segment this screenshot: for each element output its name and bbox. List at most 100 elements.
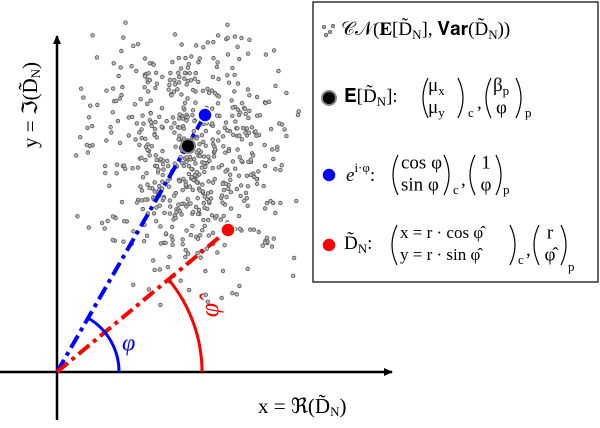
sample-dot [154,163,160,169]
sample-dot [175,87,180,92]
sample-dot [167,77,173,83]
sample-cart-tag: c [518,252,524,267]
sample-dot [169,234,174,239]
sample-dot [143,144,149,149]
sample-dot [137,130,142,135]
sample-dot [191,156,197,162]
sample-dot [130,282,136,287]
sample-dot [221,187,227,193]
sample-dot [181,163,187,169]
sample-dot [126,115,131,120]
sample-dot [197,153,203,159]
sample-dot [183,55,188,61]
phase-cart-tag: c [453,182,459,197]
sample-dot [148,98,153,103]
sample-dot [173,215,178,221]
sample-dot [279,162,284,168]
legend-sample-dot [321,237,337,253]
sample-dot [193,161,198,166]
sample-dot [194,169,200,175]
sample-dot [195,211,201,217]
sample-dot [182,76,187,81]
sample-dot [181,126,187,131]
sample-dot [234,292,239,297]
sample-dot [203,128,209,134]
sample-dot [172,77,177,83]
sample-dot [168,70,173,76]
phase-line [55,114,207,373]
text-part: i·φ [354,160,369,175]
sample-dot [183,182,188,187]
sample-dot [225,128,230,133]
sample-dot [214,64,220,70]
sample-dot [139,135,144,141]
sample-cart-2: y = r · sin φ̂ [400,245,483,264]
sample-dot [229,98,234,103]
sample-dot [163,231,169,236]
sample-dot [241,198,247,203]
sample-dot [149,143,154,149]
sample-dot [273,166,278,172]
sample-dot [157,114,162,119]
sample-dot [239,100,245,106]
sample-dot [226,186,231,191]
sample-dot [230,113,235,118]
sample-dot [73,153,79,158]
sample-dot [228,206,234,211]
sample-dot [219,162,225,168]
sample-dot [277,121,282,126]
sample-dot [201,139,206,145]
sample-dot [196,207,202,213]
sample-dot [180,242,185,247]
legend-mean-dot [321,90,337,106]
sample-dot [198,255,203,260]
sample-dot [221,213,226,219]
sample-dot [204,246,209,251]
sample-dot [154,135,159,140]
sample-dot [291,255,297,261]
phase-polar-tag: p [503,182,510,197]
sample-dot [192,118,197,124]
sample-dot [144,101,150,106]
sample-dot [179,212,184,217]
sample-dot [254,176,259,182]
sample-dot [202,169,207,175]
x-label-sub: N [330,404,340,419]
sample-dot [110,214,116,219]
sample-dot [261,183,266,189]
sample-dot [156,167,161,172]
sample-dot [121,218,127,224]
sample-dot [233,119,238,124]
sample-dot [193,204,199,210]
sample-dot [94,55,100,60]
sample-dot [167,254,172,259]
mean-cart-1: μx [428,75,445,98]
sample-dot [197,141,202,147]
sample-dot [238,110,243,115]
sample-dot [132,102,138,107]
sample-dot [108,124,113,130]
sample-dot [166,184,172,189]
sample-dot [236,173,242,178]
sample-dot [120,84,125,90]
sample-dot [195,79,201,85]
sample-dot [181,105,186,110]
sample-dot [193,100,198,105]
sample-dot [257,113,262,118]
sample-dot [167,82,172,87]
sample-dot [133,137,138,142]
sample-dot [200,88,206,93]
sample-dot [146,71,151,76]
sample-dot [245,203,250,208]
sample-dot [185,65,191,70]
sample-dot [186,171,192,177]
sample-dot [113,98,119,104]
sample-dot [131,43,136,48]
sample-dot [231,132,236,137]
sample-dot [263,52,269,57]
text-part: ], 𝐕𝐚𝐫(D̃ [422,18,489,41]
sample-dot [165,178,170,183]
sample-dot [225,35,230,40]
text-part: β [493,75,503,96]
text-part: N [358,241,368,256]
